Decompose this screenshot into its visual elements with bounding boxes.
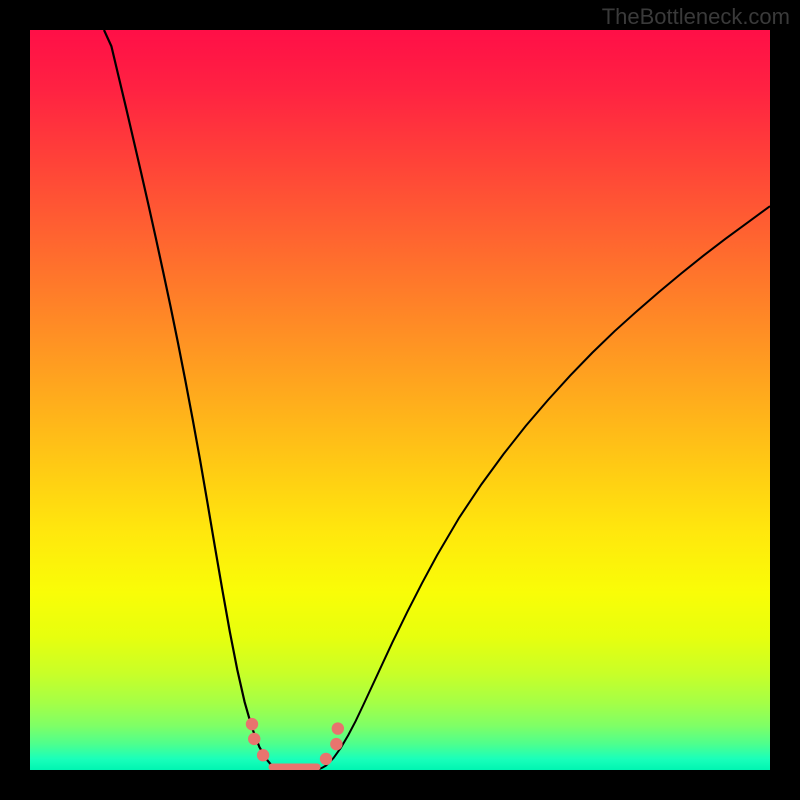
gradient-background (30, 30, 770, 770)
valley-marker (332, 722, 344, 734)
plot-area (30, 30, 770, 770)
chart-frame: TheBottleneck.com (0, 0, 800, 800)
valley-marker (246, 718, 258, 730)
valley-marker (257, 749, 269, 761)
valley-marker (320, 753, 332, 765)
valley-marker (248, 733, 260, 745)
watermark-text: TheBottleneck.com (602, 4, 790, 30)
plot-svg (30, 30, 770, 770)
valley-marker (330, 738, 342, 750)
